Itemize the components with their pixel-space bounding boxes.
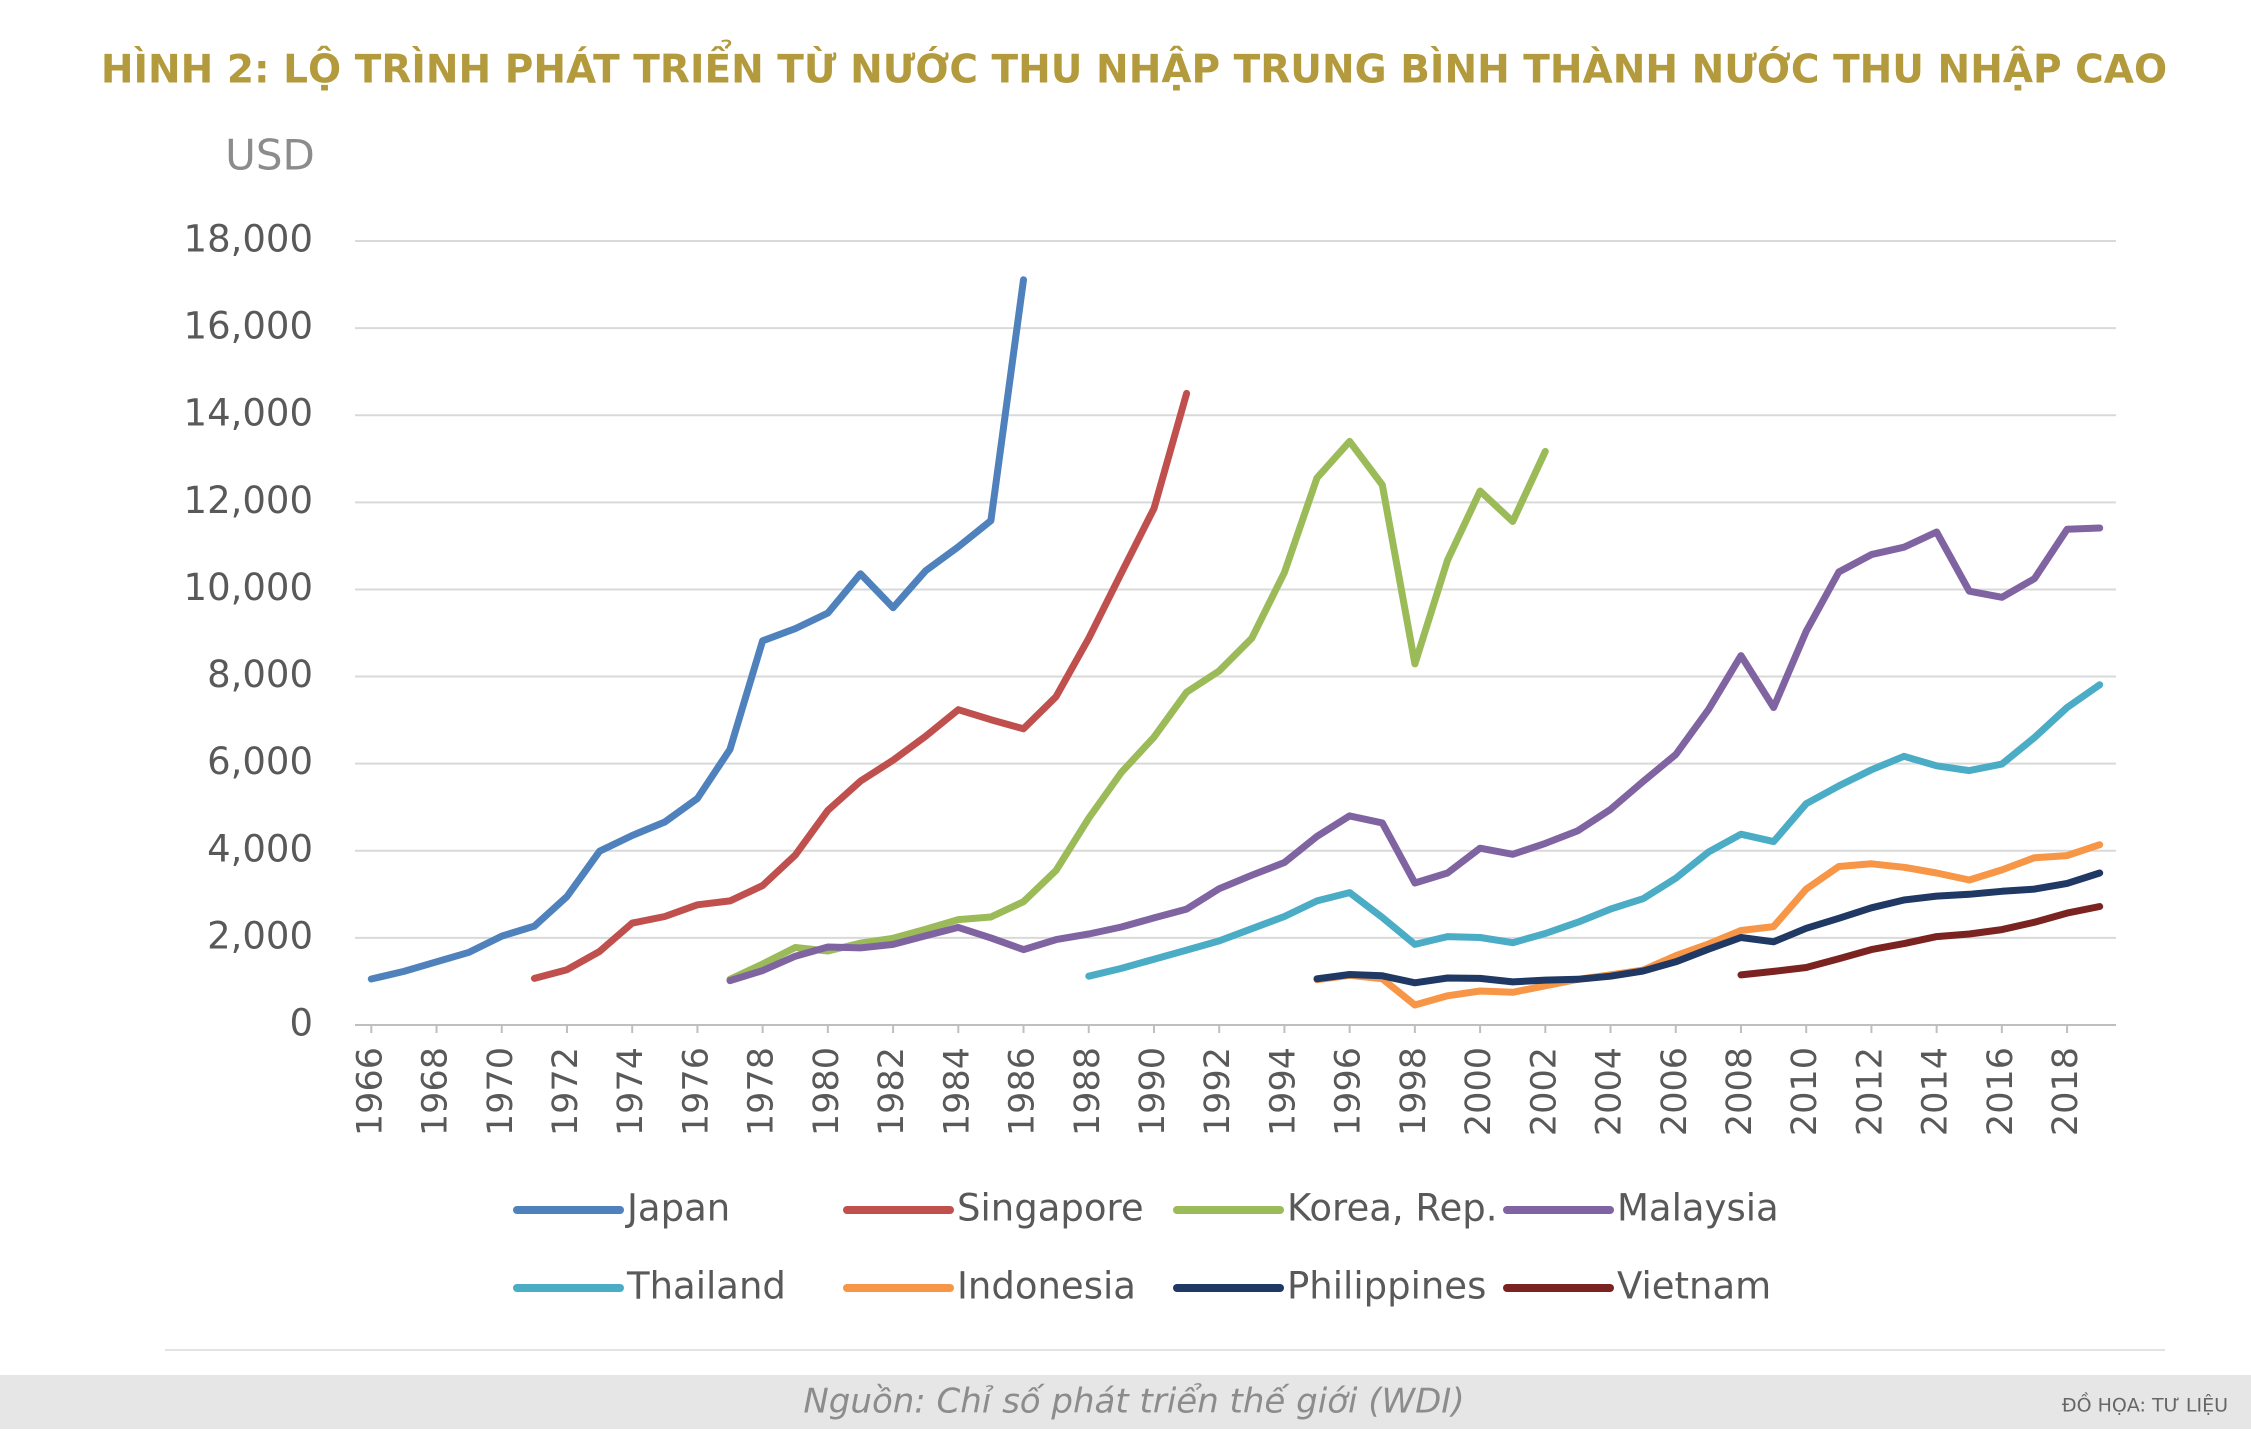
x-tick-label: 2012 (1850, 1047, 1890, 1136)
credit: ĐỒ HỌA: TƯ LIỆU (2062, 1391, 2228, 1417)
legend-label: Japan (625, 1187, 730, 1230)
x-tick-label: 1966 (350, 1047, 390, 1136)
x-tick-label: 1998 (1394, 1047, 1434, 1136)
legend-label: Singapore (957, 1187, 1144, 1230)
x-tick-label: 2008 (1720, 1047, 1760, 1136)
x-tick-label: 1978 (742, 1047, 782, 1136)
y-tick-label: 0 (289, 1002, 313, 1045)
series-line (530, 389, 1191, 982)
x-tick-label: 2006 (1655, 1047, 1695, 1136)
x-tick-label: 2004 (1590, 1047, 1630, 1136)
series-line (726, 524, 2104, 985)
y-tick-label: 4,000 (207, 827, 313, 870)
series-line (1313, 841, 2104, 1009)
y-tick-label: 14,000 (184, 392, 313, 435)
x-tick-label: 1980 (807, 1047, 847, 1136)
legend-label: Indonesia (957, 1265, 1136, 1308)
source-note: Nguồn: Chỉ số phát triển thế giới (WDI) (803, 1382, 1464, 1422)
x-tick-label: 1988 (1068, 1047, 1108, 1136)
series-line (1737, 903, 2104, 979)
legend-label: Korea, Rep. (1287, 1187, 1497, 1230)
y-tick-label: 10,000 (184, 566, 313, 609)
x-tick-label: 1974 (611, 1047, 651, 1136)
chart-title: HÌNH 2: LỘ TRÌNH PHÁT TRIỂN TỪ NƯỚC THU … (101, 40, 2167, 93)
x-tick-label: 1990 (1133, 1047, 1173, 1136)
x-tick-label: 1972 (546, 1047, 586, 1136)
x-tick-label: 1968 (416, 1047, 456, 1136)
footer-band (0, 1375, 2251, 1429)
x-tick-label: 1984 (937, 1047, 977, 1136)
x-tick-label: 1982 (872, 1047, 912, 1136)
x-tick-label: 2010 (1785, 1047, 1825, 1136)
legend-label: Vietnam (1617, 1265, 1771, 1308)
series-line (726, 437, 1549, 983)
legend-label: Thailand (626, 1265, 786, 1308)
x-tick-label: 2000 (1459, 1047, 1499, 1136)
legend-label: Philippines (1287, 1265, 1486, 1308)
y-axis-label: USD (225, 131, 315, 180)
x-tick-label: 1994 (1263, 1047, 1303, 1136)
y-tick-label: 6,000 (207, 740, 313, 783)
x-tick-label: 1976 (676, 1047, 716, 1136)
series-line (1313, 869, 2104, 987)
y-tick-label: 12,000 (184, 479, 313, 522)
x-tick-label: 1986 (1003, 1047, 1043, 1136)
x-tick-label: 2016 (1981, 1047, 2021, 1136)
legend-label: Malaysia (1617, 1187, 1779, 1230)
x-tick-label: 1992 (1198, 1047, 1238, 1136)
series-line (367, 276, 1027, 983)
x-tick-label: 2018 (2046, 1047, 2086, 1136)
x-tick-label: 1970 (481, 1047, 521, 1136)
x-tick-label: 2002 (1524, 1047, 1564, 1136)
x-tick-label: 2014 (1916, 1047, 1956, 1136)
x-tick-label: 1996 (1329, 1047, 1369, 1136)
y-tick-label: 18,000 (184, 218, 313, 261)
y-tick-label: 8,000 (207, 653, 313, 696)
y-tick-label: 2,000 (207, 914, 313, 957)
y-tick-label: 16,000 (184, 305, 313, 348)
series-line (1085, 681, 2104, 980)
